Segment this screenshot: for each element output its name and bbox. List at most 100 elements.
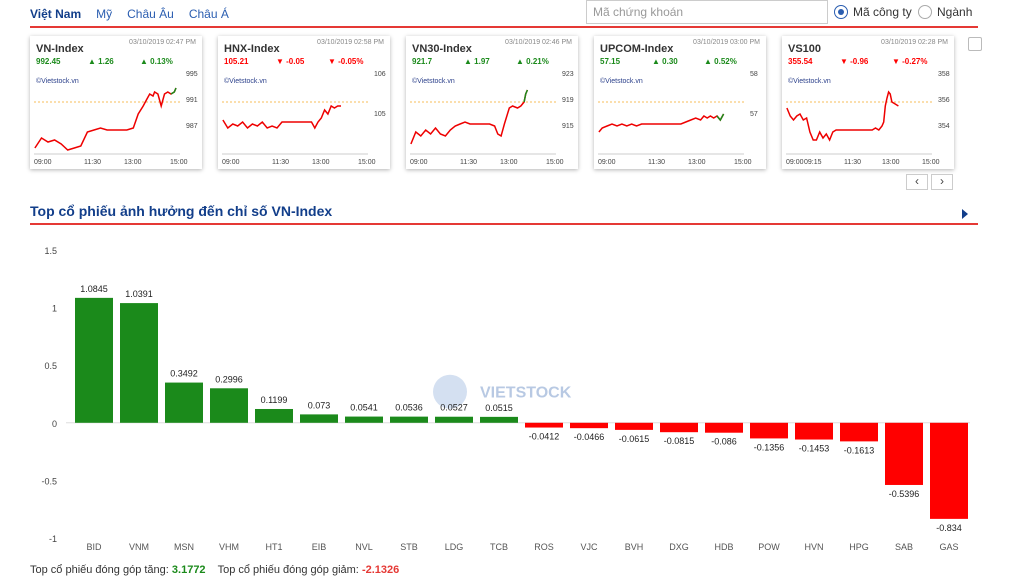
sparkline-path <box>410 89 529 145</box>
bar-value-label: -0.1613 <box>844 445 875 455</box>
index-card[interactable]: VN-Index 03/10/2019 02:47 PM 992.45 ▲ 1.26 ▲… <box>30 36 202 169</box>
chart-ytick: -0.5 <box>41 476 57 486</box>
index-cards: VN-Index 03/10/2019 02:47 PM 992.45 ▲ 1.26 ▲… <box>30 36 980 170</box>
bar-pow[interactable] <box>750 422 788 439</box>
summary-up-label: Top cổ phiếu đóng góp tăng: <box>30 564 169 576</box>
chart-ytick: 1 <box>52 304 57 314</box>
bar-category-label: GAS <box>939 542 958 552</box>
bar-gas[interactable] <box>930 422 968 519</box>
bar-category-label: SAB <box>895 542 913 552</box>
index-change: ▲ 0.30 <box>652 57 678 66</box>
bar-category-label: VHM <box>219 542 239 552</box>
bar-sab[interactable] <box>885 422 923 485</box>
index-sparkline: 995 991 987 09:00 11:30 13:00 15:00 <box>34 71 198 166</box>
index-card[interactable]: VS100 03/10/2019 02:28 PM 355.54 ▼ -0.96 ▼ -… <box>782 36 954 169</box>
index-pct: ▼ -0.05% <box>328 57 364 66</box>
chart-ytick: 1.5 <box>44 246 57 256</box>
index-card[interactable]: UPCOM-Index 03/10/2019 03:00 PM 57.15 ▲ 0.3… <box>594 36 766 169</box>
bar-vhm[interactable] <box>210 388 248 423</box>
index-sparkline: 106 105 09:00 11:30 13:00 15:00 <box>222 71 386 166</box>
bar-bvh[interactable] <box>615 422 653 430</box>
bar-hvn[interactable] <box>795 422 833 440</box>
bar-hpg[interactable] <box>840 422 878 442</box>
bar-dxg[interactable] <box>660 422 698 433</box>
bar-category-label: TCB <box>490 542 508 552</box>
radio-company[interactable]: Mã công ty <box>834 5 912 19</box>
bar-category-label: BID <box>86 542 102 552</box>
sparkline-xtick: 15:00 <box>546 159 564 166</box>
bar-bid[interactable] <box>75 297 113 423</box>
tab-chau-au[interactable]: Châu Âu <box>127 7 174 21</box>
sparkline-ytick: 57 <box>750 111 758 118</box>
index-time: 03/10/2019 02:47 PM <box>129 39 196 46</box>
index-pct: ▲ 0.13% <box>140 57 173 66</box>
sparkline-ytick: 105 <box>374 111 386 118</box>
index-time: 03/10/2019 03:00 PM <box>693 39 760 46</box>
region-tabs: Việt Nam Mỹ Châu Âu Châu Á <box>30 7 244 21</box>
sparkline-ytick: 919 <box>562 97 574 104</box>
bar-nvl[interactable] <box>345 416 383 423</box>
next-button[interactable]: › <box>931 174 953 190</box>
bar-eib[interactable] <box>300 414 338 423</box>
index-name: UPCOM-Index <box>600 43 674 55</box>
summary-down-label: Top cổ phiếu đóng góp giảm: <box>217 564 359 576</box>
sparkline-xtick: 11:30 <box>648 159 665 166</box>
chart-ytick: -1 <box>49 534 57 544</box>
bar-category-label: POW <box>758 542 780 552</box>
index-name: VN30-Index <box>412 43 472 55</box>
prev-button[interactable]: ‹ <box>906 174 928 190</box>
bar-ldg[interactable] <box>435 416 473 423</box>
watermark-logo-icon <box>433 374 467 409</box>
stock-search-input[interactable] <box>586 0 828 24</box>
section-arrow-icon[interactable] <box>962 209 968 219</box>
index-values: 57.15 ▲ 0.30 ▲ 0.52% <box>600 57 737 66</box>
bar-value-label: 0.3492 <box>170 369 198 379</box>
tab-my[interactable]: Mỹ <box>96 7 113 21</box>
index-price: 105.21 <box>224 57 249 66</box>
index-name: VN-Index <box>36 43 84 55</box>
bar-category-label: VJC <box>580 542 598 552</box>
bar-ros[interactable] <box>525 422 563 428</box>
sparkline-xtick: 15:00 <box>170 159 188 166</box>
bar-category-label: STB <box>400 542 418 552</box>
bar-value-label: 0.0515 <box>485 403 513 413</box>
tab-viet-nam[interactable]: Việt Nam <box>30 7 82 21</box>
sparkline-xtick: 11:30 <box>84 159 101 166</box>
bar-value-label: -0.834 <box>936 523 962 533</box>
sparkline-ytick: 995 <box>186 71 198 78</box>
radio-company-dot[interactable] <box>834 5 848 19</box>
bar-category-label: VNM <box>129 542 149 552</box>
bar-ht1[interactable] <box>255 408 293 423</box>
bar-category-label: HT1 <box>265 542 282 552</box>
bar-msn[interactable] <box>165 382 203 423</box>
bar-vjc[interactable] <box>570 422 608 429</box>
index-card[interactable]: VN30-Index 03/10/2019 02:46 PM 921.7 ▲ 1.97… <box>406 36 578 169</box>
bar-category-label: HPG <box>849 542 869 552</box>
index-credit: ©Vietstock.vn <box>224 78 267 85</box>
partial-card-edge <box>968 37 982 51</box>
index-price: 57.15 <box>600 57 621 66</box>
top-divider <box>30 26 978 28</box>
index-price: 355.54 <box>788 57 813 66</box>
bar-hdb[interactable] <box>705 422 743 433</box>
bar-value-label: 0.0541 <box>350 403 378 413</box>
radio-industry[interactable]: Ngành <box>918 5 972 19</box>
sparkline-path <box>222 104 341 130</box>
sparkline-xtick: 09:15 <box>804 159 822 166</box>
radio-industry-dot[interactable] <box>918 5 932 19</box>
sparkline-xtick: 13:00 <box>882 159 900 166</box>
bar-vnm[interactable] <box>120 303 158 423</box>
sparkline-xtick: 13:00 <box>500 159 518 166</box>
index-card[interactable]: HNX-Index 03/10/2019 02:58 PM 105.21 ▼ -0.0… <box>218 36 390 169</box>
bar-value-label: 0.2996 <box>215 374 243 384</box>
summary-up-value: 3.1772 <box>171 564 206 576</box>
tab-chau-a[interactable]: Châu Á <box>188 7 229 21</box>
bar-category-label: ROS <box>534 542 554 552</box>
sparkline-xtick: 15:00 <box>358 159 376 166</box>
bar-tcb[interactable] <box>480 416 518 423</box>
bar-category-label: MSN <box>174 542 194 552</box>
index-name: HNX-Index <box>224 43 280 55</box>
sparkline-tail <box>523 89 529 103</box>
bar-value-label: -0.0466 <box>574 432 605 442</box>
bar-stb[interactable] <box>390 416 428 423</box>
